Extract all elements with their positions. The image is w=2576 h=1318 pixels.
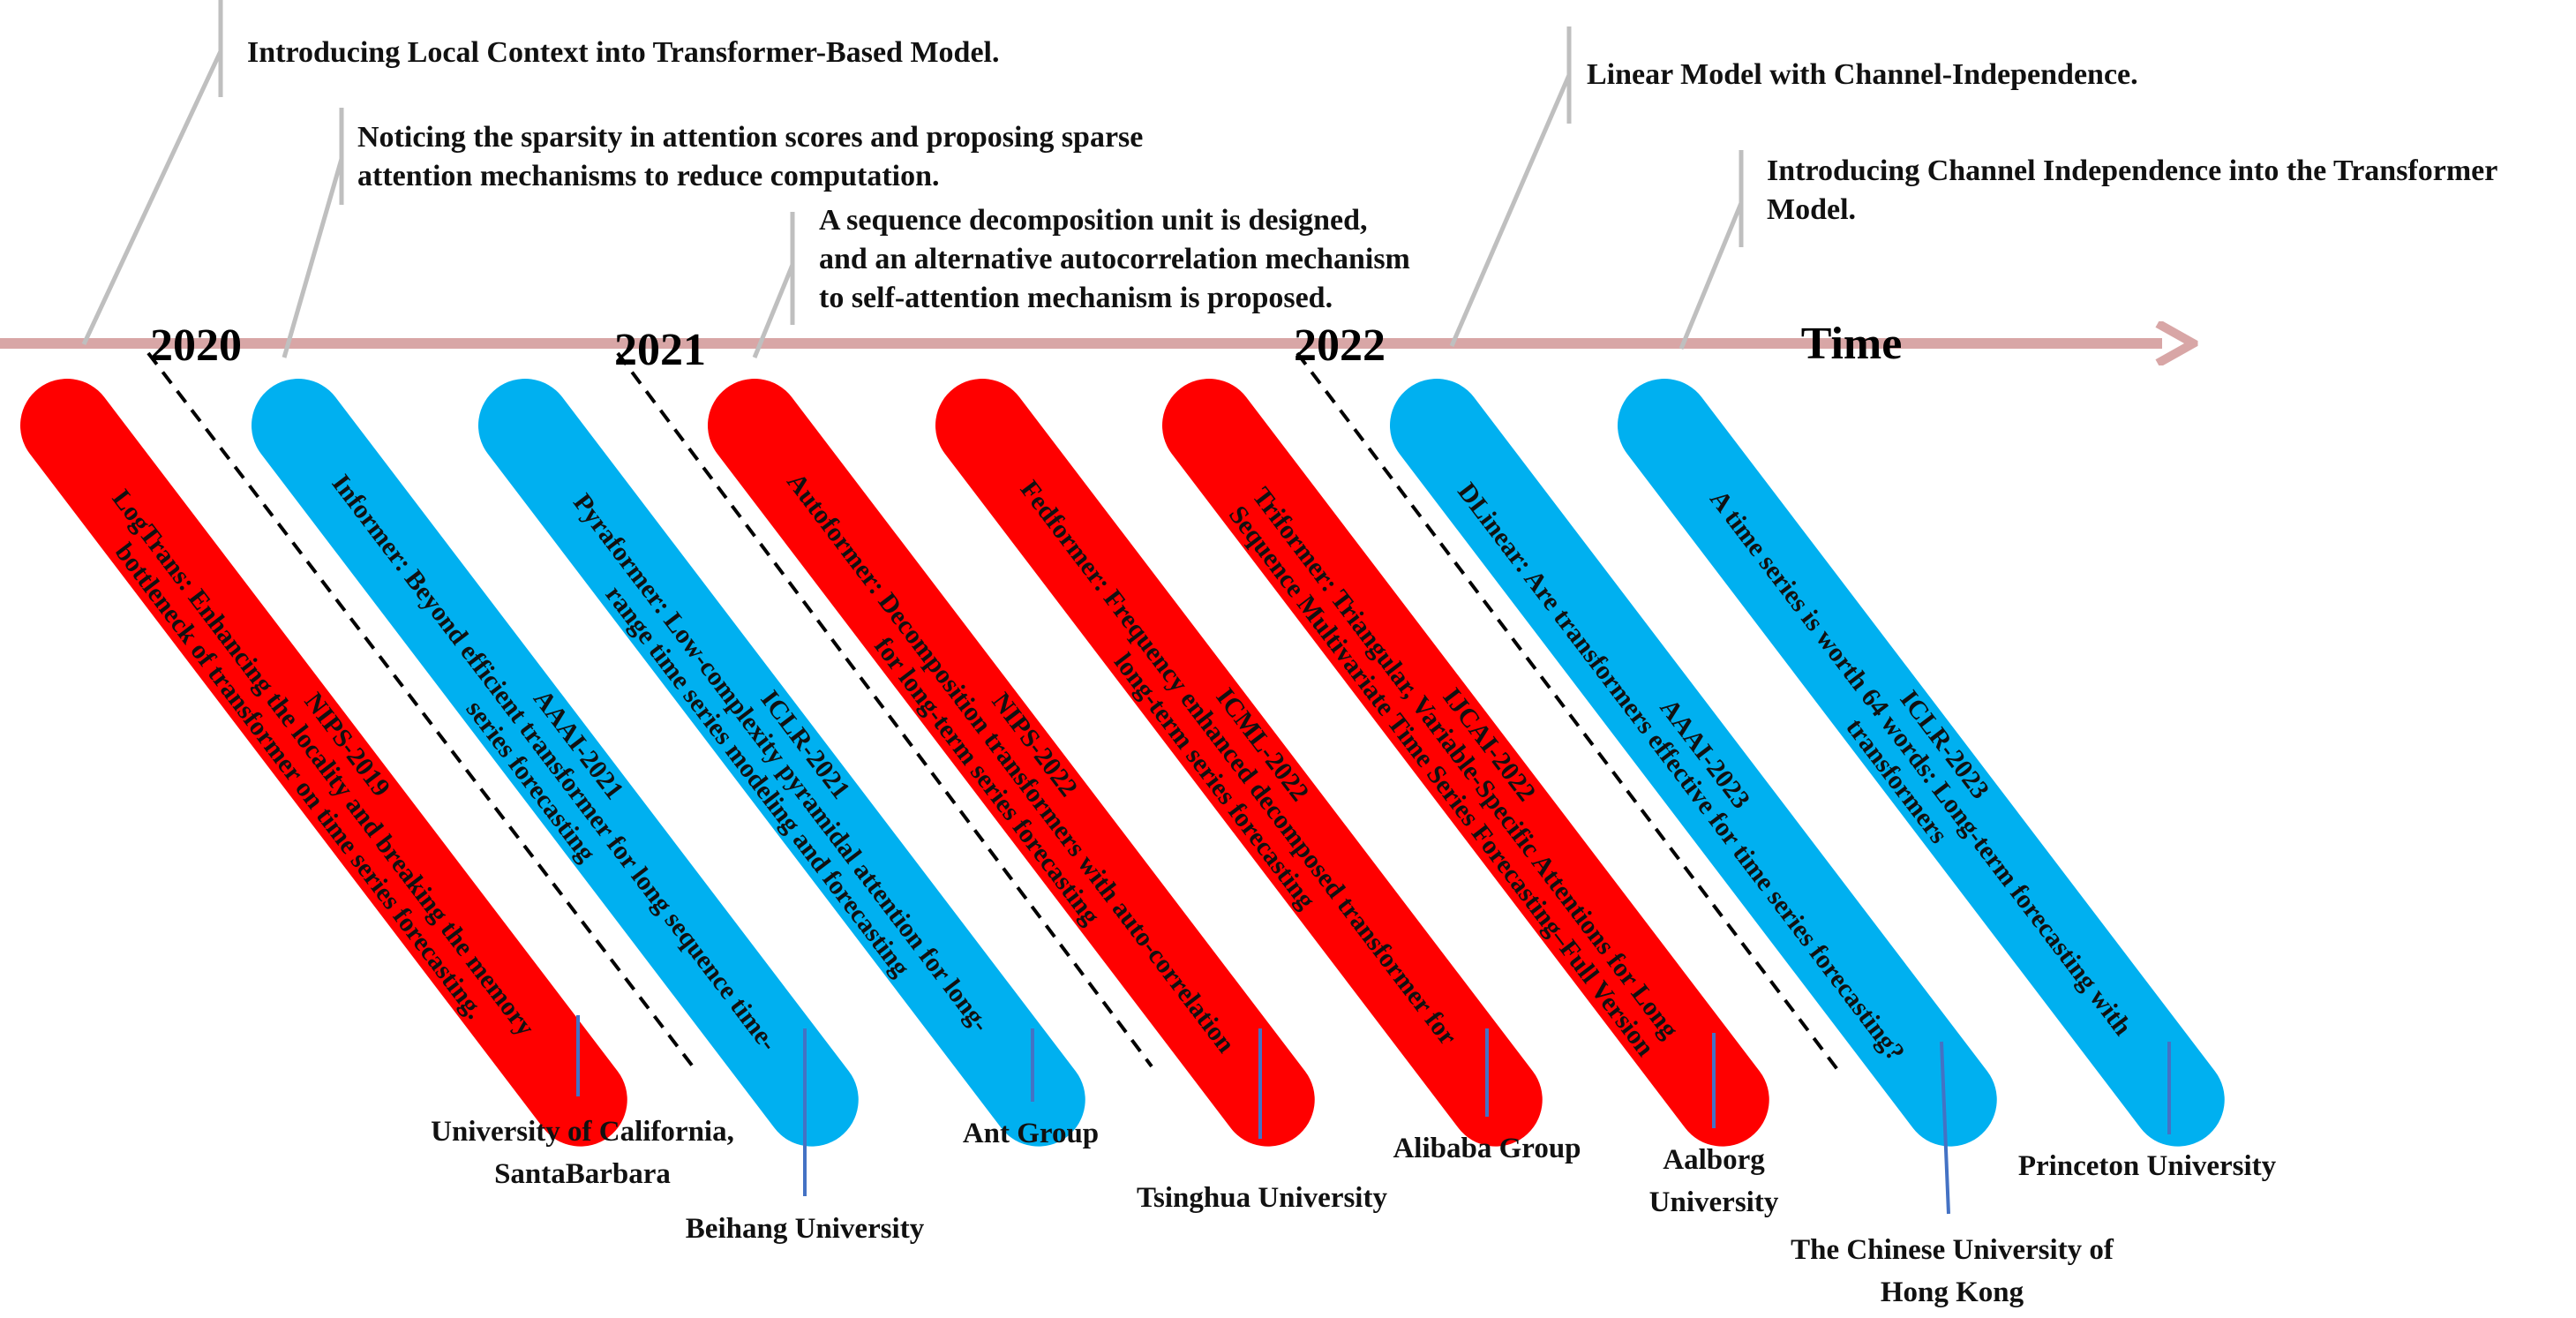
note-callout-2	[282, 158, 344, 358]
year-separator-2020	[146, 351, 695, 1068]
note-text: Noticing the sparsity in attention score…	[357, 121, 1143, 154]
note-text: Linear Model with Channel-Independence.	[1587, 58, 2138, 91]
model-capsule-shape	[708, 379, 1315, 1147]
note-text: Model.	[1767, 193, 1856, 226]
note-text: and an alternative autocorrelation mecha…	[819, 243, 1410, 275]
model-title-line: Fedformer: Frequency enhanced decomposed…	[1015, 475, 1463, 1051]
institution-label: University of California,	[431, 1116, 734, 1148]
institution-label: Hong Kong	[1881, 1277, 2024, 1308]
model-title-line: Triformer: Triangular, Variable-Specific…	[1247, 482, 1685, 1043]
year-label-2020: 2020	[150, 320, 242, 371]
institution-label: Aalborg	[1663, 1144, 1765, 1176]
note-text: Introducing Channel Independence into th…	[1767, 154, 2497, 187]
model-capsule-shape	[1617, 379, 2225, 1147]
note-callout-1	[81, 49, 223, 346]
institution-label: Tsinghua University	[1137, 1182, 1387, 1214]
model-title-line: Autoformer: Decomposition transformers w…	[781, 468, 1241, 1058]
institution-label: Beihang University	[686, 1213, 925, 1245]
note-callout-4	[1449, 74, 1572, 347]
institution-label: Alibaba Group	[1393, 1133, 1581, 1164]
note-callouts	[81, 0, 1744, 358]
year-separator-2022	[1296, 351, 1844, 1077]
institution-leader-line	[1940, 1041, 1950, 1215]
note-text: to self-attention mechanism is proposed.	[819, 282, 1333, 314]
institution-label: Princeton University	[2018, 1150, 2277, 1182]
year-separators	[146, 351, 1844, 1077]
institution-label: Ant Group	[963, 1118, 1099, 1149]
model-capsule-shape	[20, 379, 627, 1147]
note-callout-5	[1679, 202, 1744, 350]
note-text: attention mechanisms to reduce computati…	[357, 160, 940, 192]
model-capsule-shape	[935, 379, 1543, 1147]
model-capsule-shape	[1162, 379, 1769, 1147]
institution-label: SantaBarbara	[494, 1158, 671, 1190]
institutions: University of California, SantaBarbara Bei…	[431, 1116, 2277, 1308]
note-callout-3	[752, 264, 795, 358]
model-capsule-shape	[478, 379, 1085, 1147]
model-capsule-shape	[252, 379, 859, 1147]
model-title-line: Informer: Beyond efficient transformer f…	[327, 469, 784, 1056]
note-text: Introducing Local Context into Transform…	[247, 36, 1000, 69]
note-text: A sequence decomposition unit is designe…	[819, 204, 1368, 237]
model-title-line: LogTrans: Enhancing the locality and bre…	[107, 485, 541, 1042]
model-capsule-shape	[1390, 379, 1997, 1147]
institution-label: The Chinese University of	[1791, 1234, 2114, 1266]
notes: Introducing Local Context into Transform…	[247, 36, 2497, 314]
model-title-line: A time series is worth 64 words: Long-te…	[1704, 485, 2137, 1041]
institution-leaders	[576, 1015, 2171, 1215]
year-separator-2021	[616, 351, 1153, 1068]
time-axis-label: Time	[1801, 319, 1903, 369]
institution-label: University	[1649, 1186, 1779, 1218]
year-label-2021: 2021	[614, 325, 706, 375]
year-label-2022: 2022	[1294, 320, 1386, 371]
